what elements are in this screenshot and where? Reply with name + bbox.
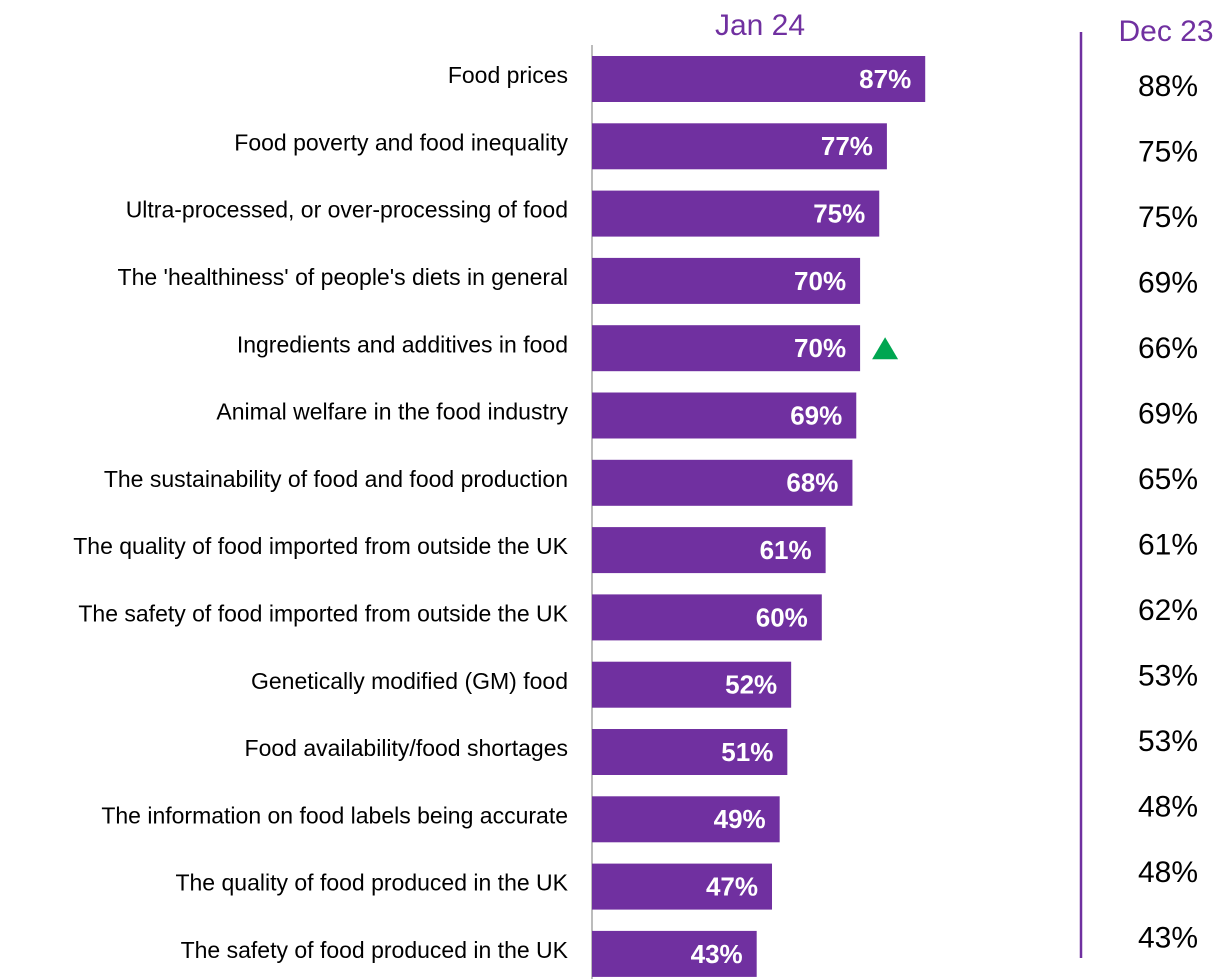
category-label: The safety of food produced in the UK: [181, 937, 569, 963]
increase-marker: [872, 337, 899, 360]
comparison-value: 62%: [1138, 594, 1198, 627]
bar-value-label: 87%: [859, 64, 911, 94]
category-label: Food availability/food shortages: [245, 735, 568, 761]
category-label: The information on food labels being acc…: [101, 802, 568, 828]
bar: [592, 190, 880, 237]
bar-value-label: 68%: [786, 468, 838, 498]
bar-value-label: 49%: [714, 804, 766, 834]
bar: [592, 257, 861, 304]
bar: [592, 392, 857, 439]
comparison-value: 61%: [1138, 528, 1198, 561]
comparison-value: 43%: [1138, 921, 1198, 954]
bar: [592, 459, 853, 506]
bar-value-label: 77%: [821, 131, 873, 161]
comparison-value: 53%: [1138, 725, 1198, 758]
category-label: Animal welfare in the food industry: [216, 399, 568, 425]
category-label: Ingredients and additives in food: [237, 331, 568, 357]
category-label: Food prices: [448, 62, 568, 88]
comparison-value: 75%: [1138, 135, 1198, 168]
category-label: The safety of food imported from outside…: [78, 600, 568, 626]
comparison-value: 65%: [1138, 463, 1198, 496]
bar: [592, 863, 773, 910]
bar-value-label: 51%: [721, 737, 773, 767]
series-header: Dec 23: [1118, 15, 1213, 48]
bar-value-label: 75%: [813, 198, 865, 228]
bar-value-label: 47%: [706, 871, 758, 901]
comparison-value: 88%: [1138, 70, 1198, 103]
comparison-value: 53%: [1138, 659, 1198, 692]
bar: [592, 123, 887, 170]
comparison-value: 69%: [1138, 266, 1198, 299]
bar: [592, 729, 788, 775]
bar-value-label: 52%: [725, 670, 777, 700]
bar-value-label: 70%: [794, 333, 846, 363]
comparison-value: 66%: [1138, 332, 1198, 365]
bar: [592, 594, 822, 641]
bar: [592, 56, 926, 102]
bar: [592, 325, 861, 372]
category-label: Genetically modified (GM) food: [251, 668, 568, 694]
series-header: Jan 24: [715, 9, 805, 42]
bar: [592, 796, 780, 843]
bar-value-label: 61%: [760, 535, 812, 565]
category-label: The quality of food produced in the UK: [175, 870, 568, 896]
comparison-value: 48%: [1138, 790, 1198, 823]
comparison-value: 75%: [1138, 201, 1198, 234]
comparison-value: 48%: [1138, 856, 1198, 889]
bar-value-label: 69%: [790, 400, 842, 430]
comparison-value: 69%: [1138, 397, 1198, 430]
bar: [592, 930, 757, 977]
bar: [592, 661, 792, 708]
category-label: Food poverty and food inequality: [234, 129, 568, 155]
category-label: Ultra-processed, or over-processing of f…: [126, 197, 568, 223]
bar-value-label: 43%: [691, 939, 743, 969]
bar: [592, 527, 826, 574]
bar-value-label: 60%: [756, 602, 808, 632]
category-label: The quality of food imported from outsid…: [73, 533, 568, 559]
bar-value-label: 70%: [794, 266, 846, 296]
category-label: The sustainability of food and food prod…: [104, 466, 568, 492]
category-label: The 'healthiness' of people's diets in g…: [118, 264, 568, 290]
